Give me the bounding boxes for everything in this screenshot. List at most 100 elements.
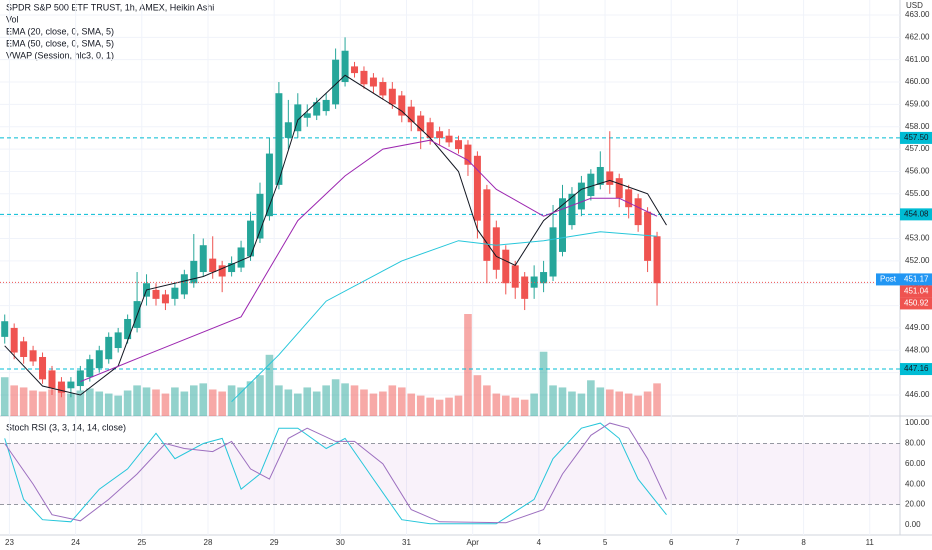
y-tick-label: 459.00 xyxy=(905,100,930,109)
x-tick-label: 5 xyxy=(603,538,608,547)
volume-bar xyxy=(293,393,302,416)
candle-body xyxy=(473,155,481,221)
candle-body xyxy=(10,327,18,353)
volume-bar xyxy=(275,385,283,416)
volume-bar xyxy=(549,385,557,416)
indicator-label: VWAP (Session, hlc3, 0, 1) xyxy=(6,50,114,60)
price-label: 451.04 xyxy=(904,287,929,296)
volume-bar xyxy=(123,390,132,416)
candle-body xyxy=(284,122,292,138)
volume-bar xyxy=(388,385,397,416)
volume-bar xyxy=(558,387,567,416)
x-tick-label: 29 xyxy=(270,538,279,547)
volume-bar xyxy=(133,385,141,416)
stoch-tick-label: 0.00 xyxy=(905,520,921,529)
price-label-box xyxy=(900,273,932,286)
candle-body xyxy=(86,359,94,378)
volume-bar xyxy=(634,395,642,416)
stoch-tick-label: 80.00 xyxy=(905,439,926,448)
candle-body xyxy=(161,294,169,304)
candle-body xyxy=(294,104,302,132)
currency: USD xyxy=(906,1,923,10)
volume-bar xyxy=(19,387,28,416)
x-tick-label: 30 xyxy=(336,538,345,547)
candle-body xyxy=(521,276,529,299)
candle-body xyxy=(39,356,47,380)
price-label: 450.92 xyxy=(904,299,929,308)
candle-body xyxy=(426,122,434,138)
volume-bar xyxy=(246,381,255,416)
x-tick-label: 23 xyxy=(5,538,14,547)
volume-bar xyxy=(322,385,330,416)
volume-bar xyxy=(171,387,179,416)
volume-bar xyxy=(218,391,226,416)
volume-bar xyxy=(312,391,321,416)
volume-bar xyxy=(57,385,66,416)
y-tick-label: 460.00 xyxy=(905,77,930,86)
volume-bar xyxy=(86,388,94,416)
candle-body xyxy=(455,140,463,150)
volume-bar xyxy=(10,385,18,416)
candle-body xyxy=(606,171,614,185)
indicator-label: EMA (50, close, 0, SMA, 5) xyxy=(6,38,114,48)
volume-bar xyxy=(48,389,56,416)
candle-body xyxy=(615,178,623,199)
price-label-box xyxy=(900,363,932,376)
volume-bar xyxy=(341,383,349,416)
indicator-line xyxy=(4,74,667,396)
volume-bar xyxy=(596,387,605,416)
candle-body xyxy=(483,189,491,261)
y-tick-label: 448.00 xyxy=(905,345,930,354)
candle-body xyxy=(625,189,633,208)
candle-body xyxy=(190,260,198,284)
volume-bar xyxy=(360,389,368,416)
candle-body xyxy=(209,258,217,273)
y-tick-label: 453.00 xyxy=(905,234,930,243)
candle-body xyxy=(57,381,65,393)
x-tick-label: 24 xyxy=(71,538,80,547)
volume-bar xyxy=(190,385,198,416)
volume-bar xyxy=(369,393,378,416)
candle-body xyxy=(95,350,103,369)
stoch-line xyxy=(4,422,667,525)
volume-bar xyxy=(76,390,85,416)
volume-bar xyxy=(624,393,633,416)
volume-bar xyxy=(539,351,548,416)
price-label-box xyxy=(900,208,932,221)
y-tick-label: 458.00 xyxy=(905,122,930,131)
x-tick-label: 7 xyxy=(735,538,740,547)
y-tick-label: 461.00 xyxy=(905,55,930,64)
y-tick-label: 455.00 xyxy=(905,189,930,198)
y-tick-label: 452.00 xyxy=(905,256,930,265)
price-label: 457.50 xyxy=(904,133,929,142)
indicator-label: EMA (20, close, 0, SMA, 5) xyxy=(6,26,114,36)
candle-body xyxy=(360,70,368,85)
candle-body xyxy=(1,321,9,337)
volume-bar xyxy=(256,375,264,416)
candle-body xyxy=(351,66,359,74)
volume-bar xyxy=(114,395,122,416)
volume-bar xyxy=(0,377,9,416)
volume-bar xyxy=(199,383,208,416)
candle-body xyxy=(502,249,510,284)
volume-bar xyxy=(237,387,245,416)
volume-bar xyxy=(161,393,170,416)
stoch-line xyxy=(4,422,667,524)
candle-body xyxy=(577,182,585,210)
candle-body xyxy=(332,59,340,105)
volume-bar xyxy=(653,383,661,416)
candle-body xyxy=(105,336,113,360)
candle-body xyxy=(549,227,557,277)
stoch-tick-label: 40.00 xyxy=(905,479,926,488)
y-tick-label: 463.00 xyxy=(905,10,930,19)
candle-body xyxy=(568,193,576,226)
candle-body xyxy=(76,370,84,387)
volume-bar xyxy=(29,390,37,416)
candle-body xyxy=(464,144,472,165)
price-label-box xyxy=(900,131,932,144)
candle-body xyxy=(48,370,56,389)
volume-bar xyxy=(615,391,624,416)
candle-body xyxy=(256,193,264,239)
candle-body xyxy=(596,166,604,185)
